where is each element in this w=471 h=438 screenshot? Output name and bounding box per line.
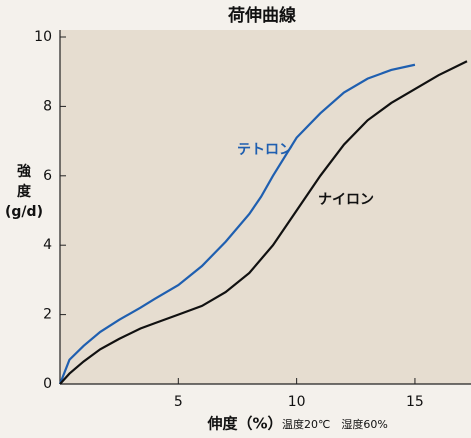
x-axis-label: 伸度（%） xyxy=(206,415,282,433)
note: 温度20℃ 湿度60% xyxy=(282,417,388,431)
y-tick-label: 4 xyxy=(43,237,52,253)
y-tick-label: 0 xyxy=(43,376,52,392)
x-tick-label: 15 xyxy=(406,394,424,410)
y-axis-label: 強 xyxy=(17,163,31,180)
y-tick-label: 2 xyxy=(43,307,52,323)
chart-title: 荷伸曲線 xyxy=(228,5,296,26)
series-label: ナイロン xyxy=(318,192,374,208)
series-line xyxy=(58,63,416,385)
y-axis-label: 度 xyxy=(17,183,32,200)
y-tick-label: 8 xyxy=(43,98,52,114)
plot-area xyxy=(60,30,471,384)
x-tick-label: 5 xyxy=(174,394,183,410)
series-line xyxy=(59,60,468,385)
y-tick-label: 6 xyxy=(43,168,52,184)
y-tick-label: 10 xyxy=(34,29,52,45)
y-axis-label: (g/d) xyxy=(5,204,43,220)
x-tick-label: 10 xyxy=(288,394,306,410)
series-label: テトロン xyxy=(237,142,293,158)
